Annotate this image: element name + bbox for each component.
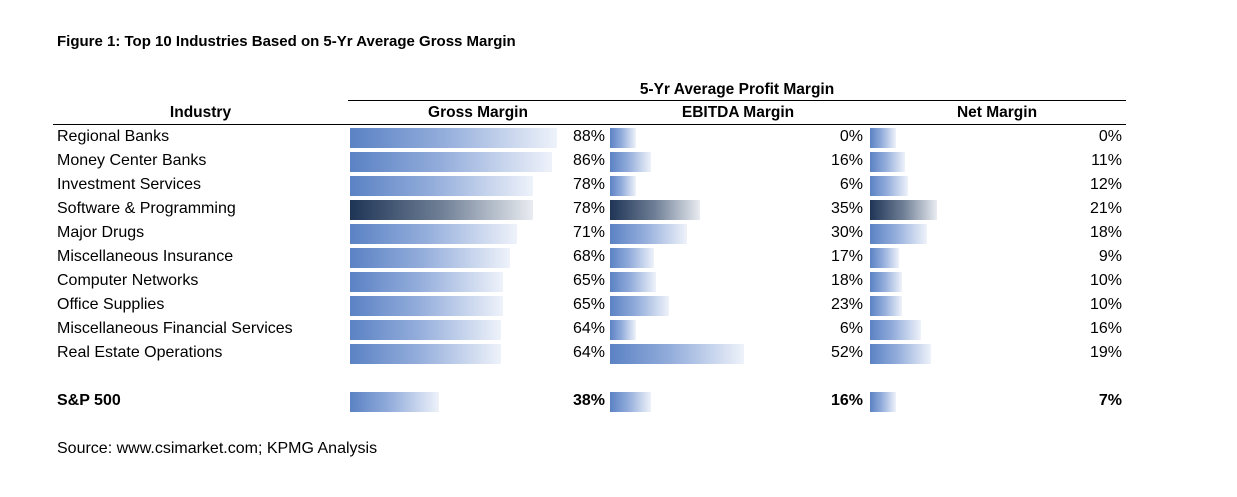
ebitda-margin-bar xyxy=(610,272,657,292)
ebitda-margin-bar xyxy=(610,320,636,340)
net-margin-value: 21% xyxy=(1089,200,1122,217)
industry-column-header: Industry xyxy=(169,104,232,121)
group-header-rule xyxy=(348,100,1126,101)
net-margin-bar xyxy=(870,200,937,220)
table-row: Office Supplies 65% 23% 10% xyxy=(0,293,1237,317)
gross-margin-bar xyxy=(350,320,501,340)
table-row: Major Drugs 71% 30% 18% xyxy=(0,221,1237,245)
ebitda-margin-bar xyxy=(610,248,654,268)
ebitda-margin-value: 52% xyxy=(830,344,863,361)
industry-label: Major Drugs xyxy=(57,224,145,241)
source-note: Source: www.csimarket.com; KPMG Analysis xyxy=(57,440,378,457)
industry-label: Money Center Banks xyxy=(57,152,207,169)
gross-margin-value: 78% xyxy=(572,200,605,217)
ebitda-margin-value: 35% xyxy=(830,200,863,217)
net-margin-value: 9% xyxy=(1098,248,1122,265)
net-margin-bar xyxy=(870,296,902,316)
gross-margin-bar xyxy=(350,296,503,316)
ebitda-margin-value: 0% xyxy=(839,128,863,145)
gross-margin-bar xyxy=(350,272,503,292)
ebitda-margin-bar xyxy=(610,392,652,412)
net-margin-value: 11% xyxy=(1091,152,1122,169)
table-row: Real Estate Operations 64% 52% 19% xyxy=(0,341,1237,365)
industry-label: S&P 500 xyxy=(57,392,121,409)
net-margin-value: 10% xyxy=(1089,272,1122,289)
gross-margin-value: 38% xyxy=(572,392,605,409)
ebitda-margin-value: 16% xyxy=(830,152,863,169)
ebitda-margin-column-header: EBITDA Margin xyxy=(681,104,795,121)
net-margin-value: 0% xyxy=(1098,128,1122,145)
gross-margin-bar xyxy=(350,344,501,364)
group-header: 5-Yr Average Profit Margin xyxy=(639,81,835,98)
gross-margin-bar xyxy=(350,176,534,196)
ebitda-margin-value: 16% xyxy=(830,392,863,409)
net-margin-bar xyxy=(870,176,909,196)
gross-margin-bar xyxy=(350,392,440,412)
ebitda-margin-bar xyxy=(610,224,688,244)
net-margin-bar xyxy=(870,392,896,412)
ebitda-margin-bar xyxy=(610,152,652,172)
ebitda-margin-value: 6% xyxy=(839,320,863,337)
table-row: Regional Banks 88% 0% 0% xyxy=(0,125,1237,149)
chart-title: Figure 1: Top 10 Industries Based on 5-Y… xyxy=(57,33,516,50)
industry-label: Investment Services xyxy=(57,176,202,193)
industry-label: Miscellaneous Insurance xyxy=(57,248,234,265)
gross-margin-value: 88% xyxy=(572,128,605,145)
industry-label: Computer Networks xyxy=(57,272,199,289)
table-row: Miscellaneous Insurance 68% 17% 9% xyxy=(0,245,1237,269)
industry-label: Software & Programming xyxy=(57,200,236,217)
net-margin-bar xyxy=(870,128,896,148)
column-header-rule xyxy=(53,124,1126,125)
gross-margin-column-header: Gross Margin xyxy=(428,104,528,121)
ebitda-margin-bar xyxy=(610,128,636,148)
table-row: Miscellaneous Financial Services 64% 6% 16% xyxy=(0,317,1237,341)
net-margin-bar xyxy=(870,272,902,292)
ebitda-margin-value: 23% xyxy=(830,296,863,313)
industry-label: Miscellaneous Financial Services xyxy=(57,320,293,337)
gross-margin-value: 71% xyxy=(572,224,605,241)
gross-margin-value: 65% xyxy=(572,272,605,289)
gross-margin-bar xyxy=(350,200,534,220)
net-margin-value: 7% xyxy=(1098,392,1122,409)
table-row: Computer Networks 65% 18% 10% xyxy=(0,269,1237,293)
net-margin-bar xyxy=(870,152,906,172)
table-row: Investment Services 78% 6% 12% xyxy=(0,173,1237,197)
gross-margin-value: 65% xyxy=(572,296,605,313)
gross-margin-bar xyxy=(350,152,553,172)
table-row: Money Center Banks 86% 16% 11% xyxy=(0,149,1237,173)
gross-margin-value: 68% xyxy=(572,248,605,265)
ebitda-margin-bar xyxy=(610,296,670,316)
industry-label: Real Estate Operations xyxy=(57,344,223,361)
ebitda-margin-value: 6% xyxy=(839,176,863,193)
net-margin-column-header: Net Margin xyxy=(956,104,1038,121)
net-margin-bar xyxy=(870,248,899,268)
ebitda-margin-value: 18% xyxy=(830,272,863,289)
industry-label: Regional Banks xyxy=(57,128,170,145)
net-margin-bar xyxy=(870,224,928,244)
net-margin-value: 10% xyxy=(1089,296,1122,313)
gross-margin-bar xyxy=(350,248,510,268)
industry-label: Office Supplies xyxy=(57,296,165,313)
gross-margin-value: 64% xyxy=(572,320,605,337)
ebitda-margin-bar xyxy=(610,200,701,220)
net-margin-value: 18% xyxy=(1089,224,1122,241)
table-row: Software & Programming 78% 35% 21% xyxy=(0,197,1237,221)
gross-margin-bar xyxy=(350,128,557,148)
gross-margin-value: 86% xyxy=(572,152,605,169)
ebitda-margin-bar xyxy=(610,344,744,364)
ebitda-margin-value: 17% xyxy=(830,248,863,265)
ebitda-margin-bar xyxy=(610,176,636,196)
ebitda-margin-value: 30% xyxy=(830,224,863,241)
gross-margin-value: 78% xyxy=(572,176,605,193)
gross-margin-value: 64% xyxy=(572,344,605,361)
net-margin-value: 19% xyxy=(1089,344,1122,361)
net-margin-value: 12% xyxy=(1089,176,1122,193)
total-row: S&P 500 38% 16% 7% xyxy=(0,389,1237,413)
net-margin-bar xyxy=(870,344,931,364)
gross-margin-bar xyxy=(350,224,517,244)
net-margin-value: 16% xyxy=(1089,320,1122,337)
net-margin-bar xyxy=(870,320,922,340)
